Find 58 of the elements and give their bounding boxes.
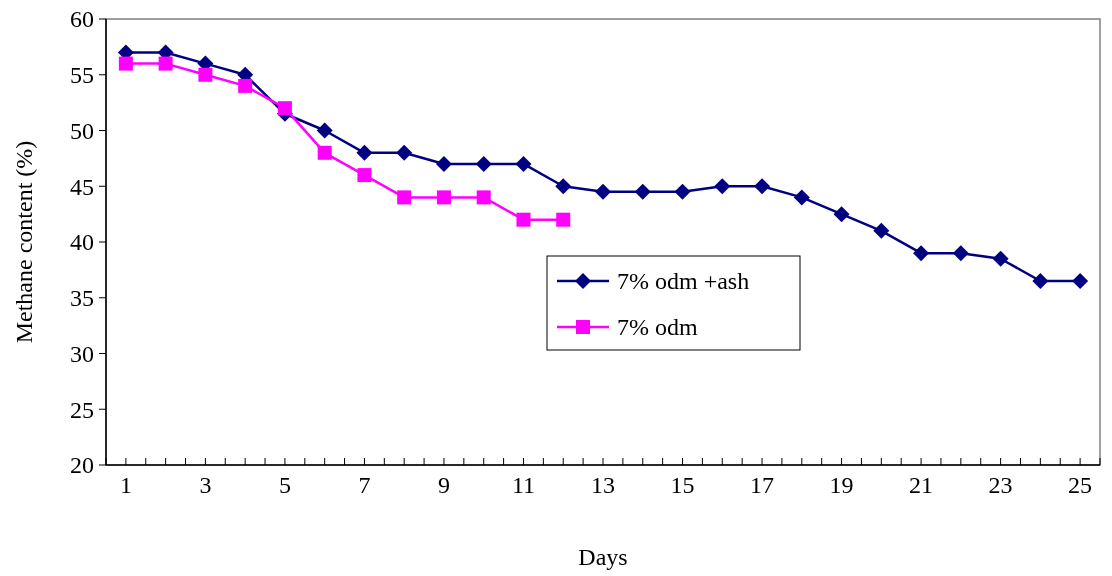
point [476,190,491,205]
point [277,101,292,116]
point [873,222,890,239]
legend-label: 7% odm +ash [617,268,750,295]
y-tick-label: 40 [70,229,94,256]
x-tick-label: 11 [511,472,536,498]
point [555,178,572,195]
x-tick-label: 19 [829,472,854,498]
point [754,178,771,195]
point [793,189,810,206]
point [316,122,333,139]
legend-label: 7% odm [617,314,698,341]
point [556,212,571,227]
x-tick-label: 9 [437,472,450,498]
point [435,155,452,172]
point [1072,273,1089,290]
y-tick-label: 20 [70,452,94,479]
x-tick-label: 23 [988,472,1013,498]
point [913,245,930,262]
point [198,67,213,82]
y-tick-label: 35 [70,285,94,312]
y-tick-label: 60 [70,6,94,33]
x-tick-label: 7 [358,472,371,498]
x-tick-label: 1 [119,472,132,498]
point [397,190,412,205]
x-tick-label: 13 [591,472,615,498]
x-tick-label: 15 [670,472,695,498]
x-tick-label: 17 [750,472,775,498]
point [1032,273,1049,290]
point [436,190,451,205]
point [118,56,133,71]
y-tick-label: 30 [70,340,94,367]
x-tick-label: 3 [199,472,212,498]
point [833,206,850,223]
point [515,155,532,172]
point [357,168,372,183]
y-axis-title: Methane content (%) [11,140,37,344]
x-tick-label: 25 [1068,472,1093,498]
x-axis-title: Days [578,544,628,570]
point [595,183,611,200]
point [516,212,531,227]
point [674,183,691,200]
point [992,250,1009,267]
point [238,78,253,93]
point [356,144,373,161]
point [158,56,173,71]
point [475,155,492,172]
y-tick-label: 25 [70,396,94,423]
y-tick-label: 55 [70,62,94,89]
x-tick-label: 5 [278,472,291,498]
y-tick-label: 50 [70,117,94,144]
y-tick-label: 45 [70,173,94,200]
point [952,245,969,262]
point [396,144,413,161]
point [714,178,731,195]
point [634,183,651,200]
x-tick-label: 21 [909,472,934,498]
point [317,145,332,160]
